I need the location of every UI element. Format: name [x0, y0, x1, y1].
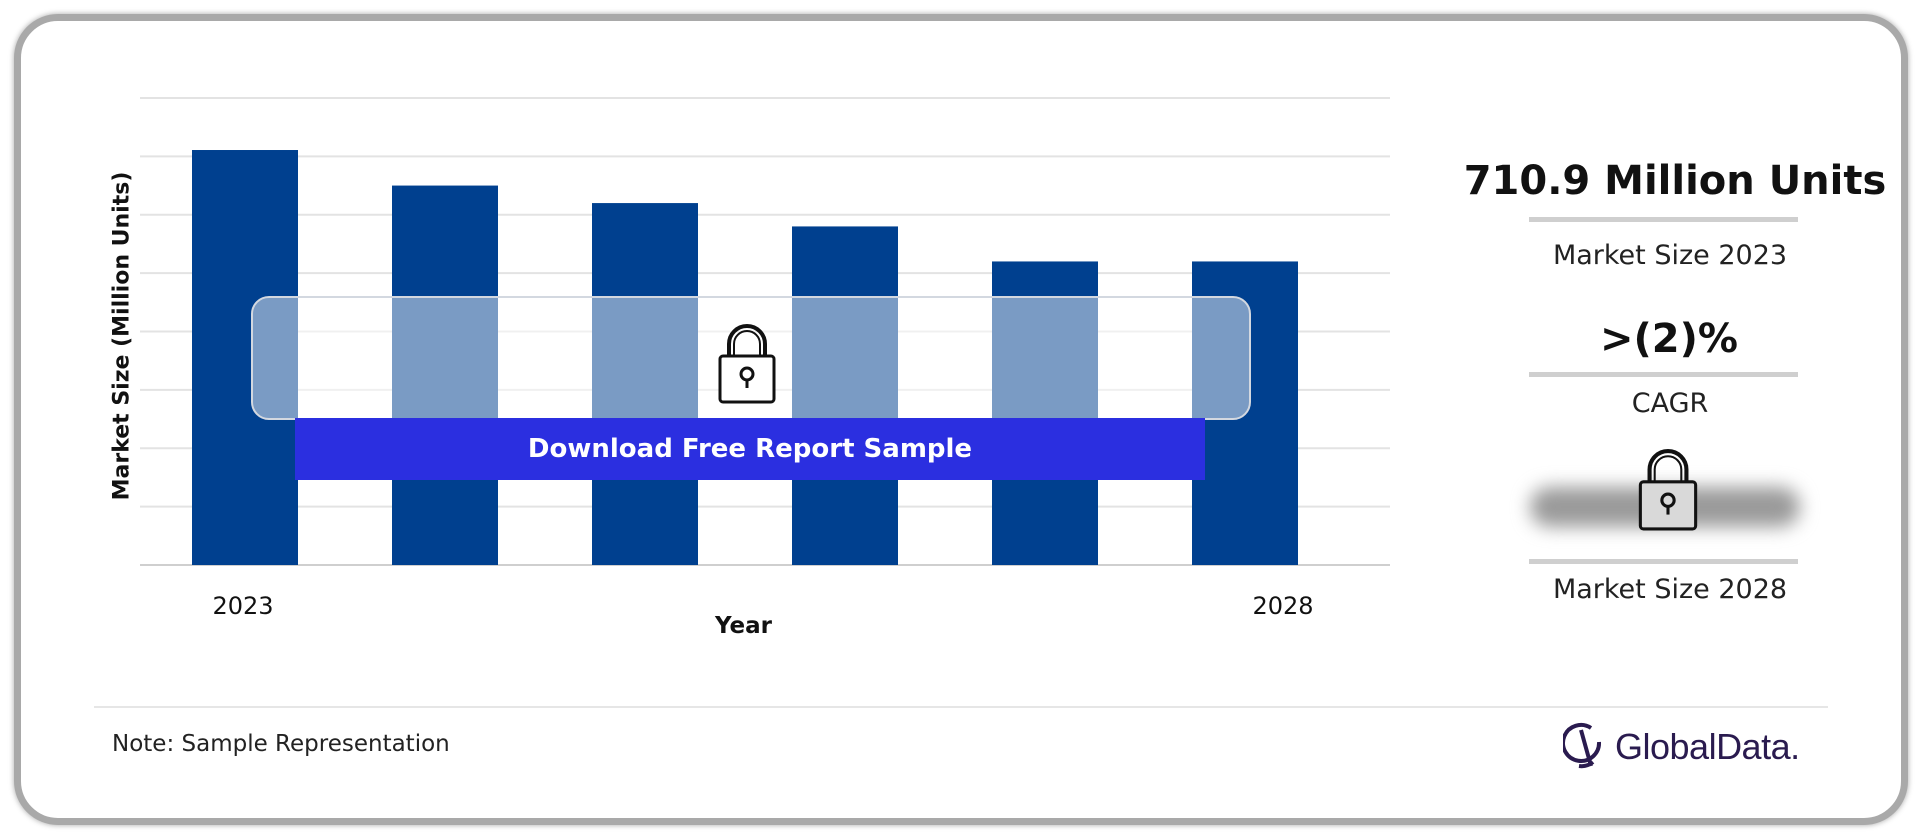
lock-icon — [1638, 449, 1698, 531]
x-tick-label-2023: 2023 — [212, 592, 274, 620]
bar-3 — [792, 226, 898, 566]
y-axis-label: Market Size (Million Units) — [109, 171, 135, 501]
x-axis-label: Year — [715, 613, 773, 639]
cagr-value: >(2)% — [1600, 316, 1738, 362]
bar-1 — [392, 185, 498, 565]
download-sample-button[interactable]: Download Free Report Sample — [295, 418, 1205, 480]
lock-icon — [718, 324, 776, 404]
cagr-label: CAGR — [1631, 388, 1709, 419]
market-size-2023-value: 710.9 Million Units — [1463, 158, 1887, 204]
x-tick-label-2028: 2028 — [1252, 592, 1314, 620]
bar-4 — [992, 261, 1098, 565]
globaldata-logo[interactable]: GlobalData. — [1563, 722, 1800, 772]
divider — [1529, 217, 1798, 222]
divider — [1529, 372, 1798, 377]
globaldata-logo-icon — [1563, 722, 1602, 769]
logo-text: GlobalData. — [1615, 726, 1800, 767]
divider — [1529, 559, 1798, 564]
sample-note: Note: Sample Representation — [112, 731, 450, 757]
footer-divider — [94, 706, 1828, 708]
bar-2 — [592, 203, 698, 565]
market-size-2028-label: Market Size 2028 — [1552, 574, 1788, 605]
bar-0 — [192, 150, 298, 565]
market-size-2023-label: Market Size 2023 — [1552, 240, 1788, 271]
